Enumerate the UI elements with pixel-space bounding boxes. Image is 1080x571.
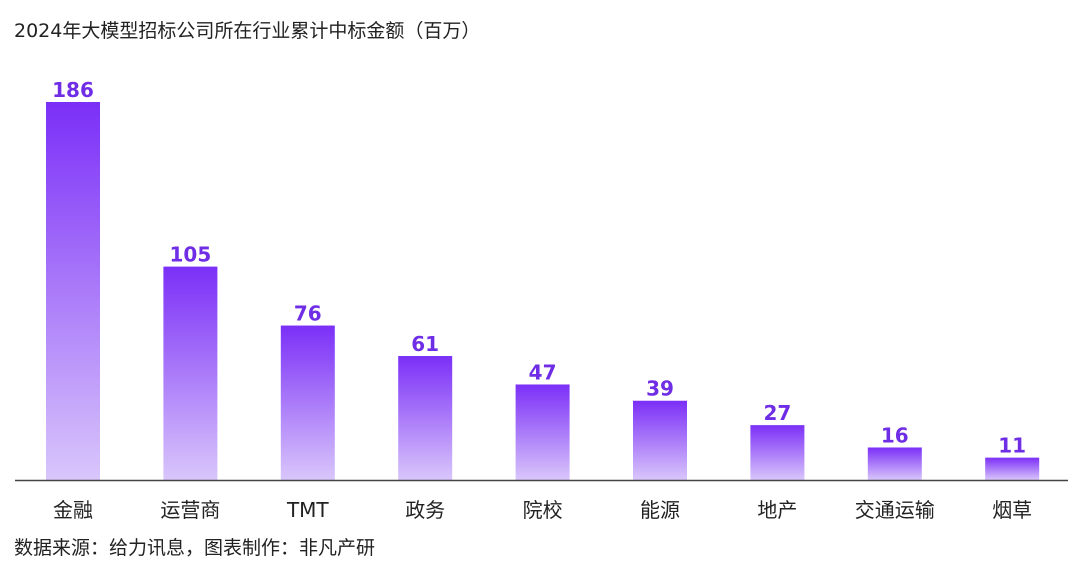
bar-value-label: 47	[529, 360, 557, 384]
bar-4	[515, 384, 570, 480]
bar-1	[163, 266, 218, 480]
bar-value-label: 27	[763, 401, 791, 425]
bar-value-label: 11	[998, 434, 1026, 458]
category-label: 院校	[523, 498, 563, 522]
bar-value-label: 39	[646, 377, 674, 401]
bar-8	[985, 457, 1040, 480]
bar-value-label: 105	[170, 243, 212, 267]
bar-value-label: 16	[881, 423, 909, 447]
category-label: 烟草	[992, 498, 1032, 522]
category-label: 地产	[757, 498, 797, 522]
bar-5	[633, 400, 687, 480]
bar-value-label: 61	[411, 332, 439, 356]
bar-value-label: 186	[52, 78, 94, 102]
category-label: 交通运输	[855, 498, 935, 522]
category-label: 能源	[640, 498, 680, 522]
category-label: 金融	[53, 498, 93, 522]
bar-0	[46, 102, 100, 480]
bar-7	[867, 447, 922, 480]
source-note: 数据来源：给力讯息，图表制作：非凡产研	[14, 537, 376, 559]
category-label: 运营商	[160, 498, 220, 522]
bar-6	[750, 425, 805, 480]
category-label: TMT	[286, 498, 329, 522]
bar-value-label: 76	[294, 302, 322, 326]
bar-3	[398, 356, 453, 480]
bar-2	[280, 325, 335, 480]
category-label: 政务	[405, 498, 445, 522]
chart-title: 2024年大模型招标公司所在行业累计中标金额（百万）	[14, 20, 481, 42]
